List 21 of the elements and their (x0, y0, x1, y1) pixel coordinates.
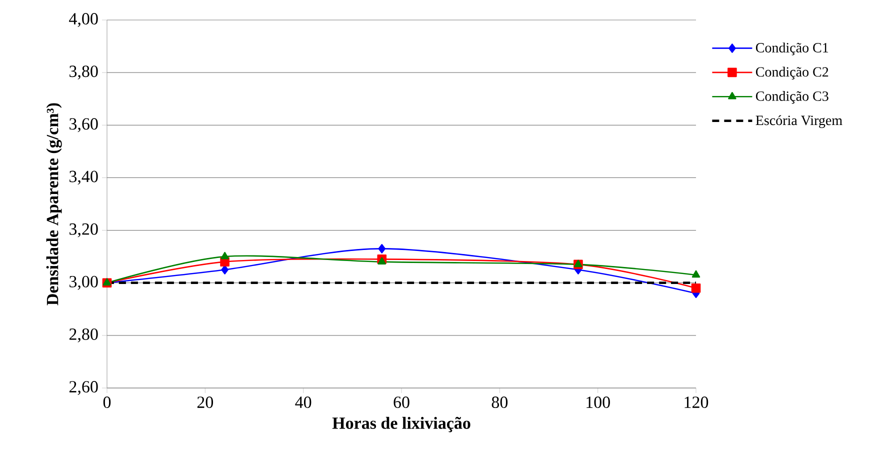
y-tick-label: 3,60 (70, 118, 98, 132)
legend-label: Condição C2 (756, 66, 828, 80)
x-tick-label: 20 (197, 396, 214, 408)
y-tick-label: 4,00 (69, 13, 98, 27)
legend-label: Escória Virgem (756, 115, 842, 128)
y-tick-label: 2,60 (69, 381, 98, 395)
x-tick-label: 120 (684, 396, 708, 408)
x-tick-label: 100 (586, 396, 610, 408)
legend-label: Condição C3 (756, 91, 828, 104)
x-tick-label: 40 (295, 396, 312, 408)
y-axis-title: Densidade Aparente (g/cm³) (46, 103, 62, 306)
y-tick-label: 3,80 (70, 66, 98, 80)
y-tick-label: 2,80 (69, 328, 98, 342)
y-tick-label: 3,40 (70, 170, 98, 185)
legend-label: Condição C1 (756, 42, 828, 56)
x-tick-label: 80 (492, 396, 508, 408)
y-tick-label: 3,20 (70, 223, 98, 238)
y-tick-label: 3,00 (70, 276, 98, 290)
x-tick-label: 60 (394, 396, 410, 408)
x-axis-title: Horas de lixiviação (332, 416, 470, 432)
x-tick-label: 0 (103, 396, 111, 408)
